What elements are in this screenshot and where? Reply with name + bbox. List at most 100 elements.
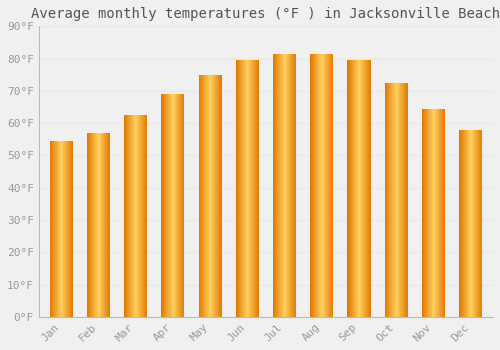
Bar [198,75,222,317]
Bar [91,133,92,317]
Bar [442,108,443,317]
Bar [198,75,199,317]
Bar [90,133,91,317]
Bar [310,54,334,317]
Bar [326,54,327,317]
Bar [96,133,98,317]
Bar [241,60,242,317]
Bar [87,133,88,317]
Bar [348,60,370,317]
Bar [330,54,331,317]
Bar [144,115,145,317]
Bar [358,60,359,317]
Bar [67,141,68,317]
Bar [274,54,275,317]
Bar [53,141,54,317]
Bar [258,60,259,317]
Bar [138,115,139,317]
Bar [218,75,219,317]
Bar [402,83,403,317]
Bar [107,133,108,317]
Bar [359,60,360,317]
Bar [462,130,464,317]
Bar [360,60,362,317]
Bar [464,130,465,317]
Bar [317,54,318,317]
Bar [470,130,471,317]
Bar [294,54,295,317]
Bar [316,54,317,317]
Bar [476,130,477,317]
Bar [327,54,328,317]
Bar [142,115,143,317]
Bar [162,94,184,317]
Bar [279,54,280,317]
Bar [459,130,460,317]
Bar [318,54,319,317]
Bar [124,115,147,317]
Bar [199,75,200,317]
Bar [254,60,255,317]
Bar [356,60,357,317]
Bar [174,94,175,317]
Bar [180,94,181,317]
Bar [351,60,352,317]
Bar [400,83,401,317]
Bar [315,54,316,317]
Bar [295,54,296,317]
Bar [328,54,330,317]
Bar [72,141,73,317]
Bar [394,83,395,317]
Bar [331,54,332,317]
Bar [87,133,110,317]
Bar [287,54,288,317]
Bar [131,115,132,317]
Bar [470,130,472,317]
Bar [393,83,394,317]
Bar [140,115,141,317]
Bar [398,83,399,317]
Bar [255,60,256,317]
Bar [63,141,64,317]
Bar [89,133,90,317]
Bar [209,75,210,317]
Bar [69,141,70,317]
Bar [478,130,479,317]
Bar [108,133,109,317]
Bar [141,115,142,317]
Bar [431,108,432,317]
Bar [71,141,72,317]
Bar [320,54,322,317]
Bar [200,75,201,317]
Bar [384,83,408,317]
Bar [239,60,240,317]
Bar [244,60,245,317]
Bar [124,115,126,317]
Bar [204,75,205,317]
Bar [314,54,315,317]
Bar [257,60,258,317]
Bar [130,115,131,317]
Bar [59,141,60,317]
Bar [423,108,424,317]
Bar [384,83,386,317]
Bar [354,60,355,317]
Bar [132,115,134,317]
Bar [176,94,177,317]
Bar [217,75,218,317]
Bar [387,83,388,317]
Bar [401,83,402,317]
Bar [386,83,387,317]
Bar [353,60,354,317]
Bar [237,60,238,317]
Bar [208,75,209,317]
Bar [403,83,404,317]
Bar [242,60,244,317]
Bar [348,60,350,317]
Bar [436,108,437,317]
Bar [66,141,67,317]
Bar [474,130,475,317]
Bar [286,54,287,317]
Bar [106,133,107,317]
Bar [292,54,294,317]
